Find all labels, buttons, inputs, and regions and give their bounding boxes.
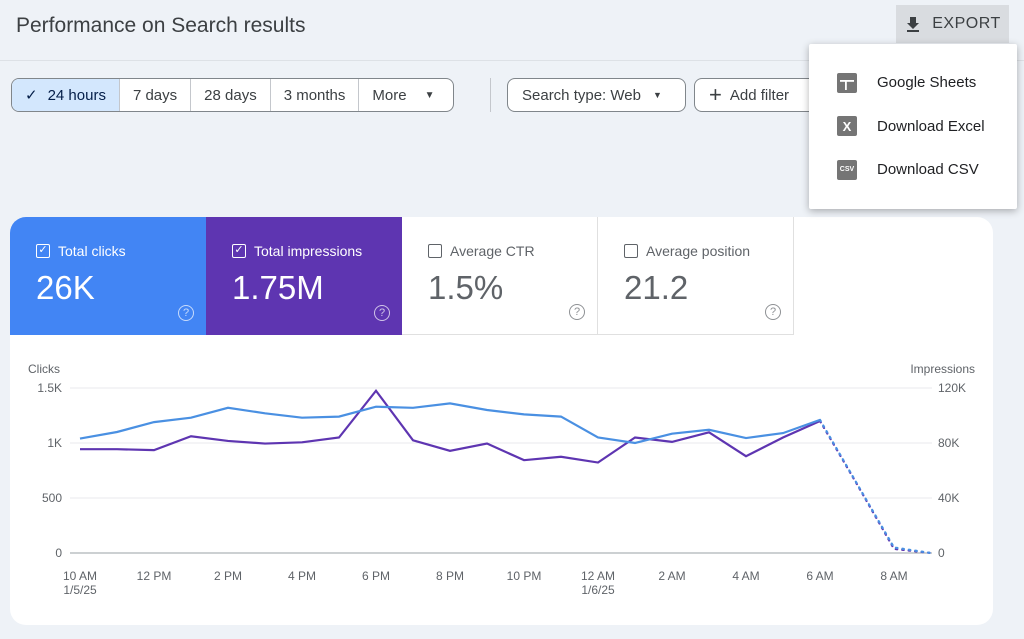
right-tick-label: 120K: [938, 381, 966, 395]
x-tick-sublabel: 1/5/25: [63, 583, 97, 597]
performance-chart: Clicks Impressions 0 0 500 40K 1K 80K 1.5K 120K…: [28, 362, 975, 597]
date-range-selector: ✓ 24 hours 7 days 28 days 3 months More ▼: [11, 78, 454, 112]
divider: [490, 78, 491, 112]
checkbox-unchecked-icon[interactable]: [428, 244, 442, 258]
right-tick-label: 40K: [938, 491, 959, 505]
page-title: Performance on Search results: [16, 14, 306, 37]
divider: [0, 60, 1024, 61]
x-tick-label: 2 AM: [658, 569, 685, 583]
metric-label: Total clicks: [58, 243, 126, 259]
metric-value: 26K: [36, 269, 95, 306]
x-tick-label: 12 PM: [137, 569, 172, 583]
more-label: More: [372, 86, 407, 104]
range-7-days[interactable]: 7 days: [120, 79, 192, 111]
x-tick-label: 2 PM: [214, 569, 242, 583]
caret-down-icon: ▼: [424, 89, 435, 101]
search-type-dropdown[interactable]: Search type: Web ▼: [507, 78, 686, 112]
sheets-icon: [837, 72, 857, 93]
performance-card: ✓ Total clicks 26K ? ✓ Total impressions 1…: [10, 217, 993, 625]
metric-total-impressions[interactable]: ✓ Total impressions 1.75M ?: [206, 217, 402, 335]
series-line-clicks: [79, 402, 821, 445]
series-partial-line-clicks: [818, 418, 933, 555]
left-axis-label: Clicks: [28, 362, 60, 376]
checkbox-checked-icon[interactable]: ✓: [232, 244, 246, 258]
check-icon: ✓: [25, 87, 38, 104]
x-tick-label: 10 AM: [63, 569, 97, 583]
metric-average-position[interactable]: Average position 21.2 ?: [598, 217, 794, 335]
menu-label: Google Sheets: [877, 74, 977, 92]
x-tick-label: 4 PM: [288, 569, 316, 583]
series-line-impressions: [80, 388, 821, 464]
right-axis-label: Impressions: [910, 362, 975, 376]
left-tick-label: 500: [42, 491, 62, 505]
x-tick-label: 8 PM: [436, 569, 464, 583]
plus-icon: +: [709, 82, 722, 107]
checkbox-checked-icon[interactable]: ✓: [36, 244, 50, 258]
search-type-label: Search type: Web: [522, 86, 641, 104]
menu-item-download-csv[interactable]: CSV Download CSV: [809, 148, 1017, 192]
metric-label: Average CTR: [450, 243, 535, 259]
series-partial-line-impressions: [818, 419, 933, 555]
range-more[interactable]: More ▼: [359, 79, 452, 111]
caret-down-icon: ▼: [652, 90, 662, 100]
help-icon[interactable]: ?: [569, 304, 585, 320]
help-icon[interactable]: ?: [178, 305, 194, 321]
metric-label: Total impressions: [254, 243, 363, 259]
csv-icon: CSV: [837, 159, 857, 180]
export-menu: Google Sheets X Download Excel CSV Downloa…: [809, 44, 1017, 209]
help-icon[interactable]: ?: [765, 304, 781, 320]
metric-total-clicks[interactable]: ✓ Total clicks 26K ?: [10, 217, 206, 335]
menu-item-download-excel[interactable]: X Download Excel: [809, 105, 1017, 149]
metric-value: 1.75M: [232, 269, 324, 306]
add-filter-button[interactable]: + Add filter: [694, 78, 824, 112]
right-tick-label: 80K: [938, 436, 959, 450]
right-tick-label: 0: [938, 546, 945, 560]
left-tick-label: 1K: [47, 436, 62, 450]
range-label: 24 hours: [47, 86, 106, 104]
x-tick-label: 6 AM: [806, 569, 833, 583]
range-28-days[interactable]: 28 days: [191, 79, 271, 111]
metric-value: 1.5%: [428, 269, 504, 306]
range-24-hours[interactable]: ✓ 24 hours: [12, 79, 120, 111]
menu-label: Download Excel: [877, 117, 985, 135]
metric-label: Average position: [646, 243, 751, 259]
excel-icon: X: [837, 116, 857, 137]
x-tick-label: 4 AM: [732, 569, 759, 583]
checkbox-unchecked-icon[interactable]: [624, 244, 638, 258]
export-label: EXPORT: [932, 15, 1001, 32]
x-tick-label: 6 PM: [362, 569, 390, 583]
x-tick-sublabel: 1/6/25: [581, 583, 615, 597]
left-tick-label: 1.5K: [37, 381, 62, 395]
menu-label: Download CSV: [877, 161, 979, 179]
add-filter-label: Add filter: [729, 86, 790, 104]
left-tick-label: 0: [55, 546, 62, 560]
export-button[interactable]: EXPORT: [896, 5, 1009, 43]
metric-value: 21.2: [624, 269, 689, 306]
range-3-months[interactable]: 3 months: [271, 79, 360, 111]
menu-item-google-sheets[interactable]: Google Sheets: [809, 61, 1017, 105]
help-icon[interactable]: ?: [374, 305, 390, 321]
x-tick-label: 12 AM: [581, 569, 615, 583]
x-tick-label: 8 AM: [880, 569, 907, 583]
metric-average-ctr[interactable]: Average CTR 1.5% ?: [402, 217, 598, 335]
download-icon: [907, 17, 920, 32]
x-tick-label: 10 PM: [507, 569, 542, 583]
